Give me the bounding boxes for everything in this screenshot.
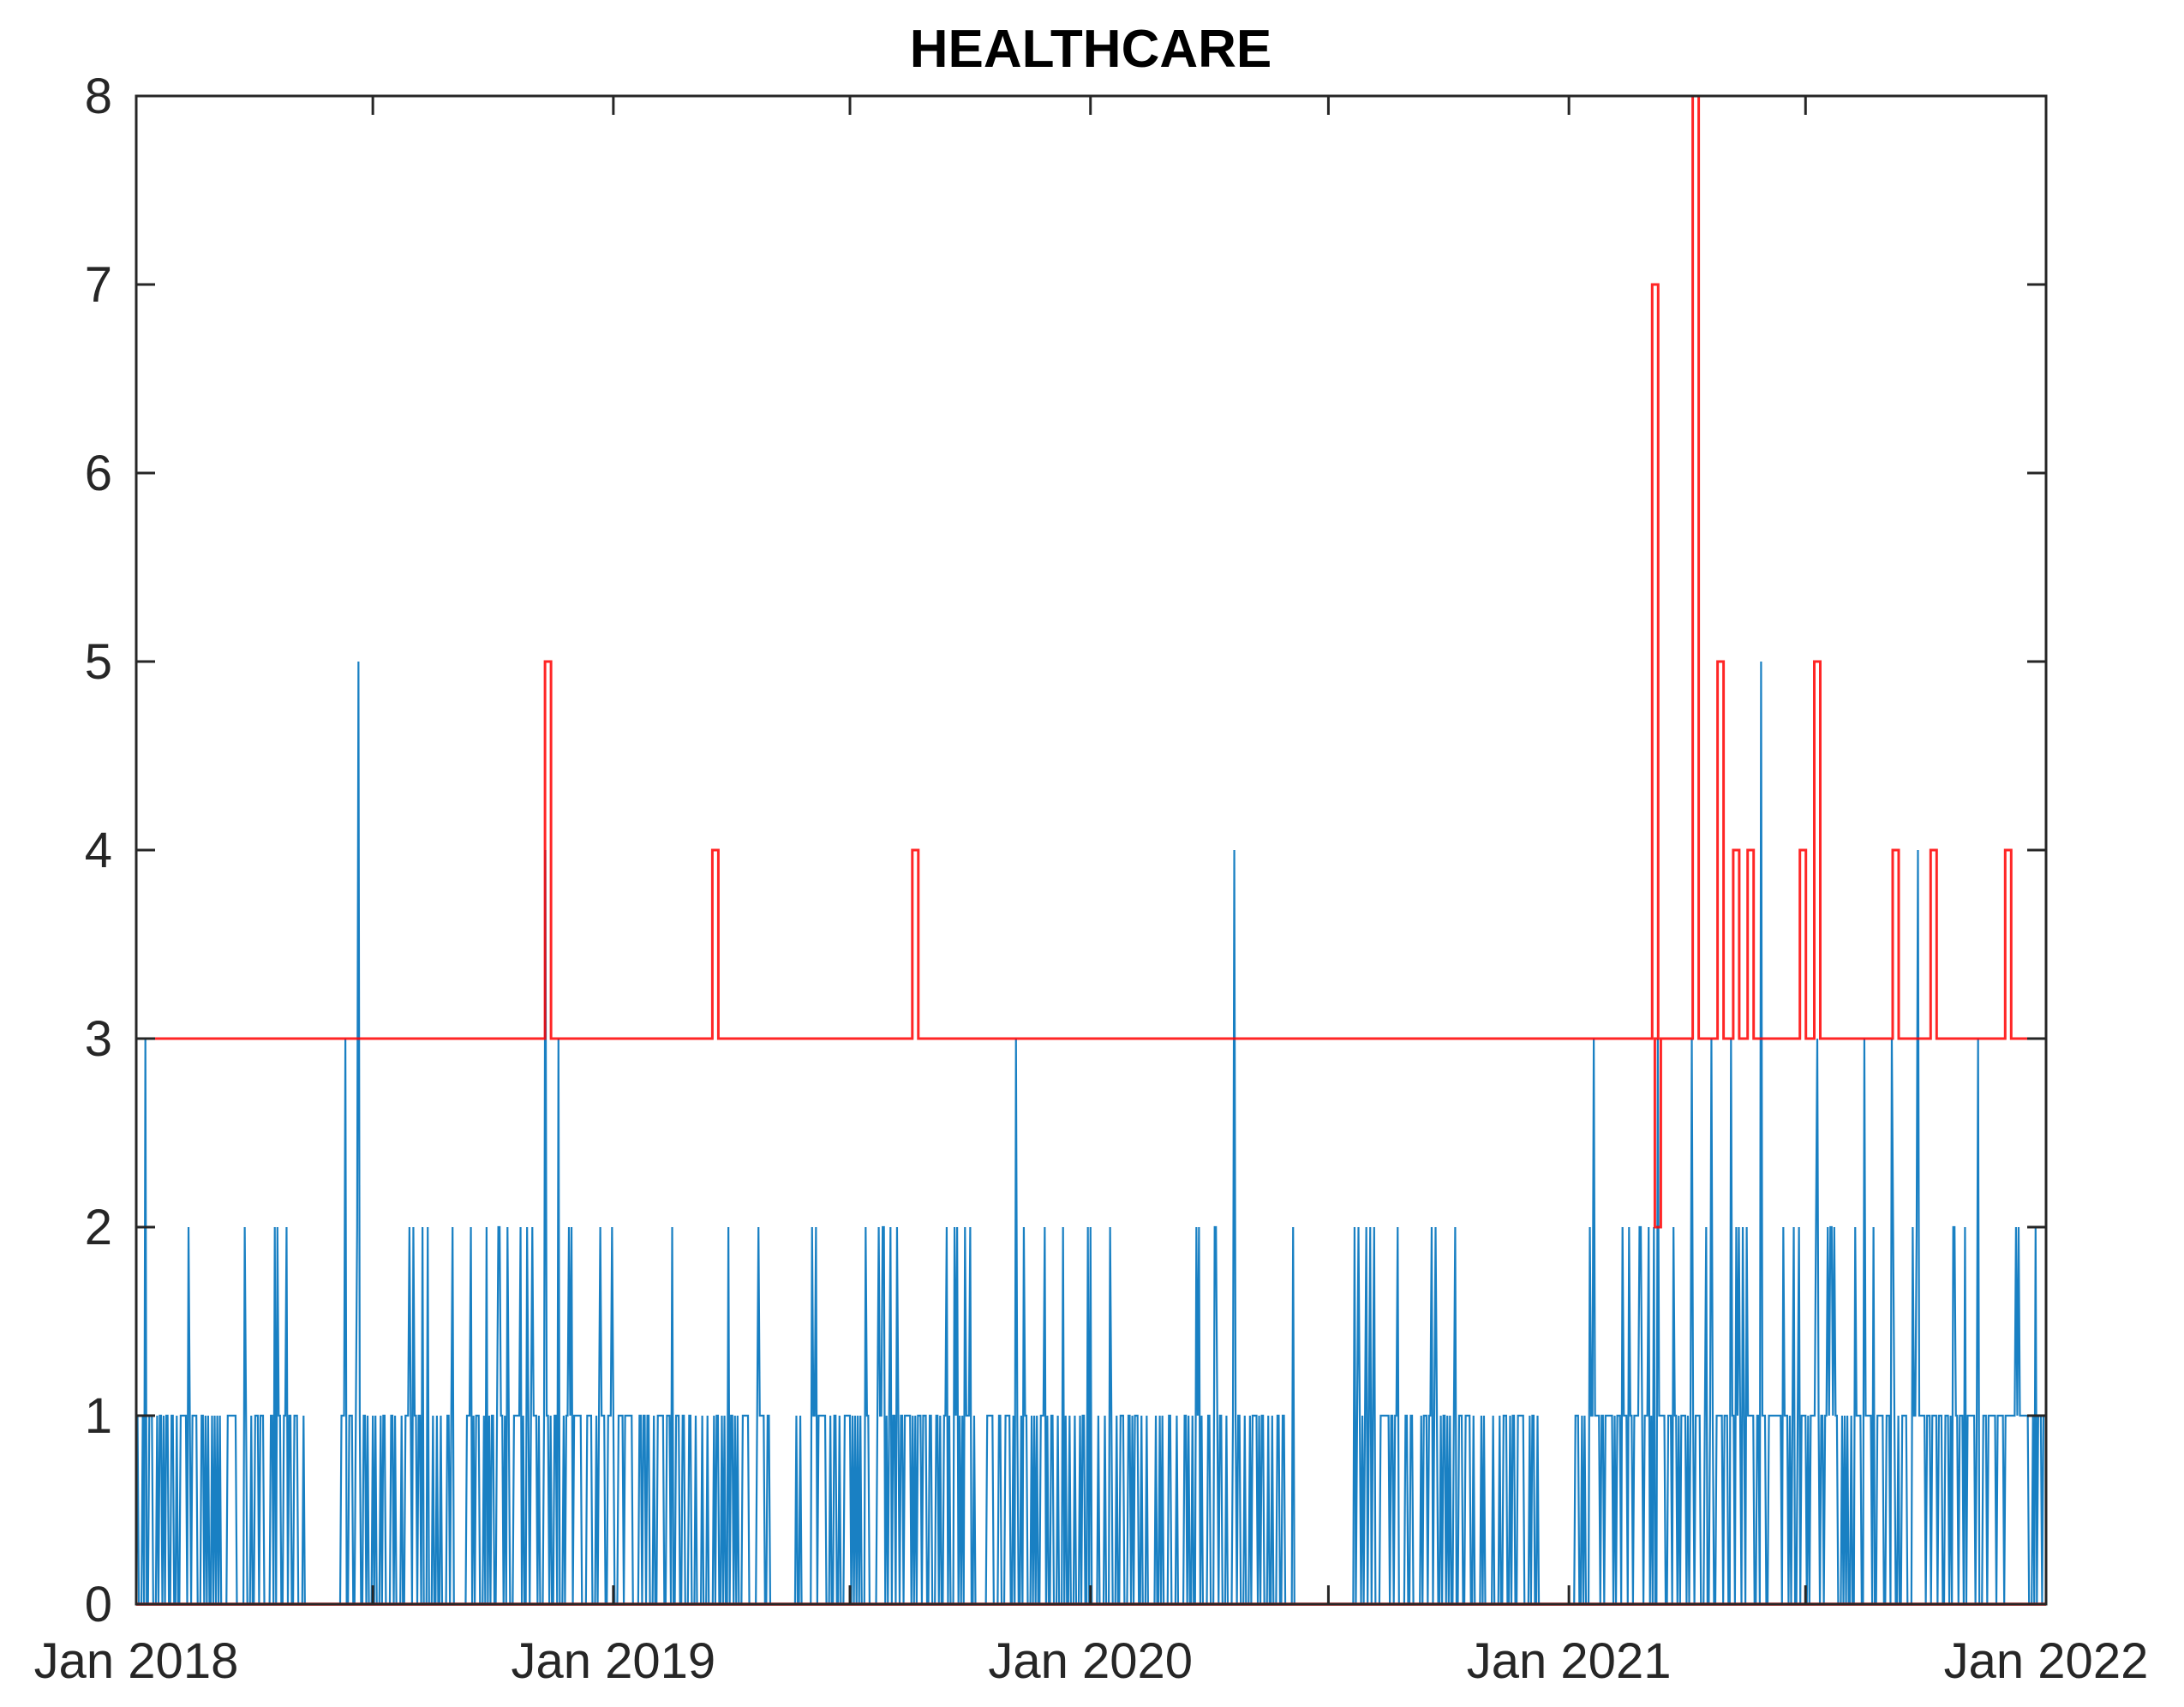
y-tick-label: 3 bbox=[85, 1011, 112, 1067]
x-tick-label: Jan 2021 bbox=[1467, 1633, 1672, 1689]
blue-series-line bbox=[136, 661, 2045, 1606]
y-tick-label: 1 bbox=[85, 1388, 112, 1444]
x-tick-label: Jan 2018 bbox=[34, 1633, 239, 1689]
axes bbox=[135, 94, 2048, 1606]
x-tick-label: Jan 2022 bbox=[1944, 1633, 2149, 1689]
x-axis-tick-labels: Jan 2018 Jan 2019 Jan 2020 Jan 2021 Jan 2022 bbox=[34, 1633, 2149, 1689]
y-tick-label: 2 bbox=[85, 1200, 112, 1255]
y-tick-label: 6 bbox=[85, 446, 112, 501]
plot-series bbox=[136, 94, 2046, 1606]
chart-title: HEALTHCARE bbox=[910, 20, 1272, 79]
y-tick-label: 5 bbox=[85, 634, 112, 690]
y-tick-label: 8 bbox=[85, 69, 112, 124]
x-tick-label: Jan 2019 bbox=[512, 1633, 716, 1689]
x-tick-label: Jan 2020 bbox=[988, 1633, 1193, 1689]
y-axis-tick-labels: 0 1 2 3 4 5 6 7 8 bbox=[85, 69, 112, 1632]
y-tick-label: 4 bbox=[85, 823, 112, 878]
y-tick-label: 7 bbox=[85, 257, 112, 313]
y-tick-label: 0 bbox=[85, 1577, 112, 1632]
red-threshold-line bbox=[136, 94, 2046, 1229]
